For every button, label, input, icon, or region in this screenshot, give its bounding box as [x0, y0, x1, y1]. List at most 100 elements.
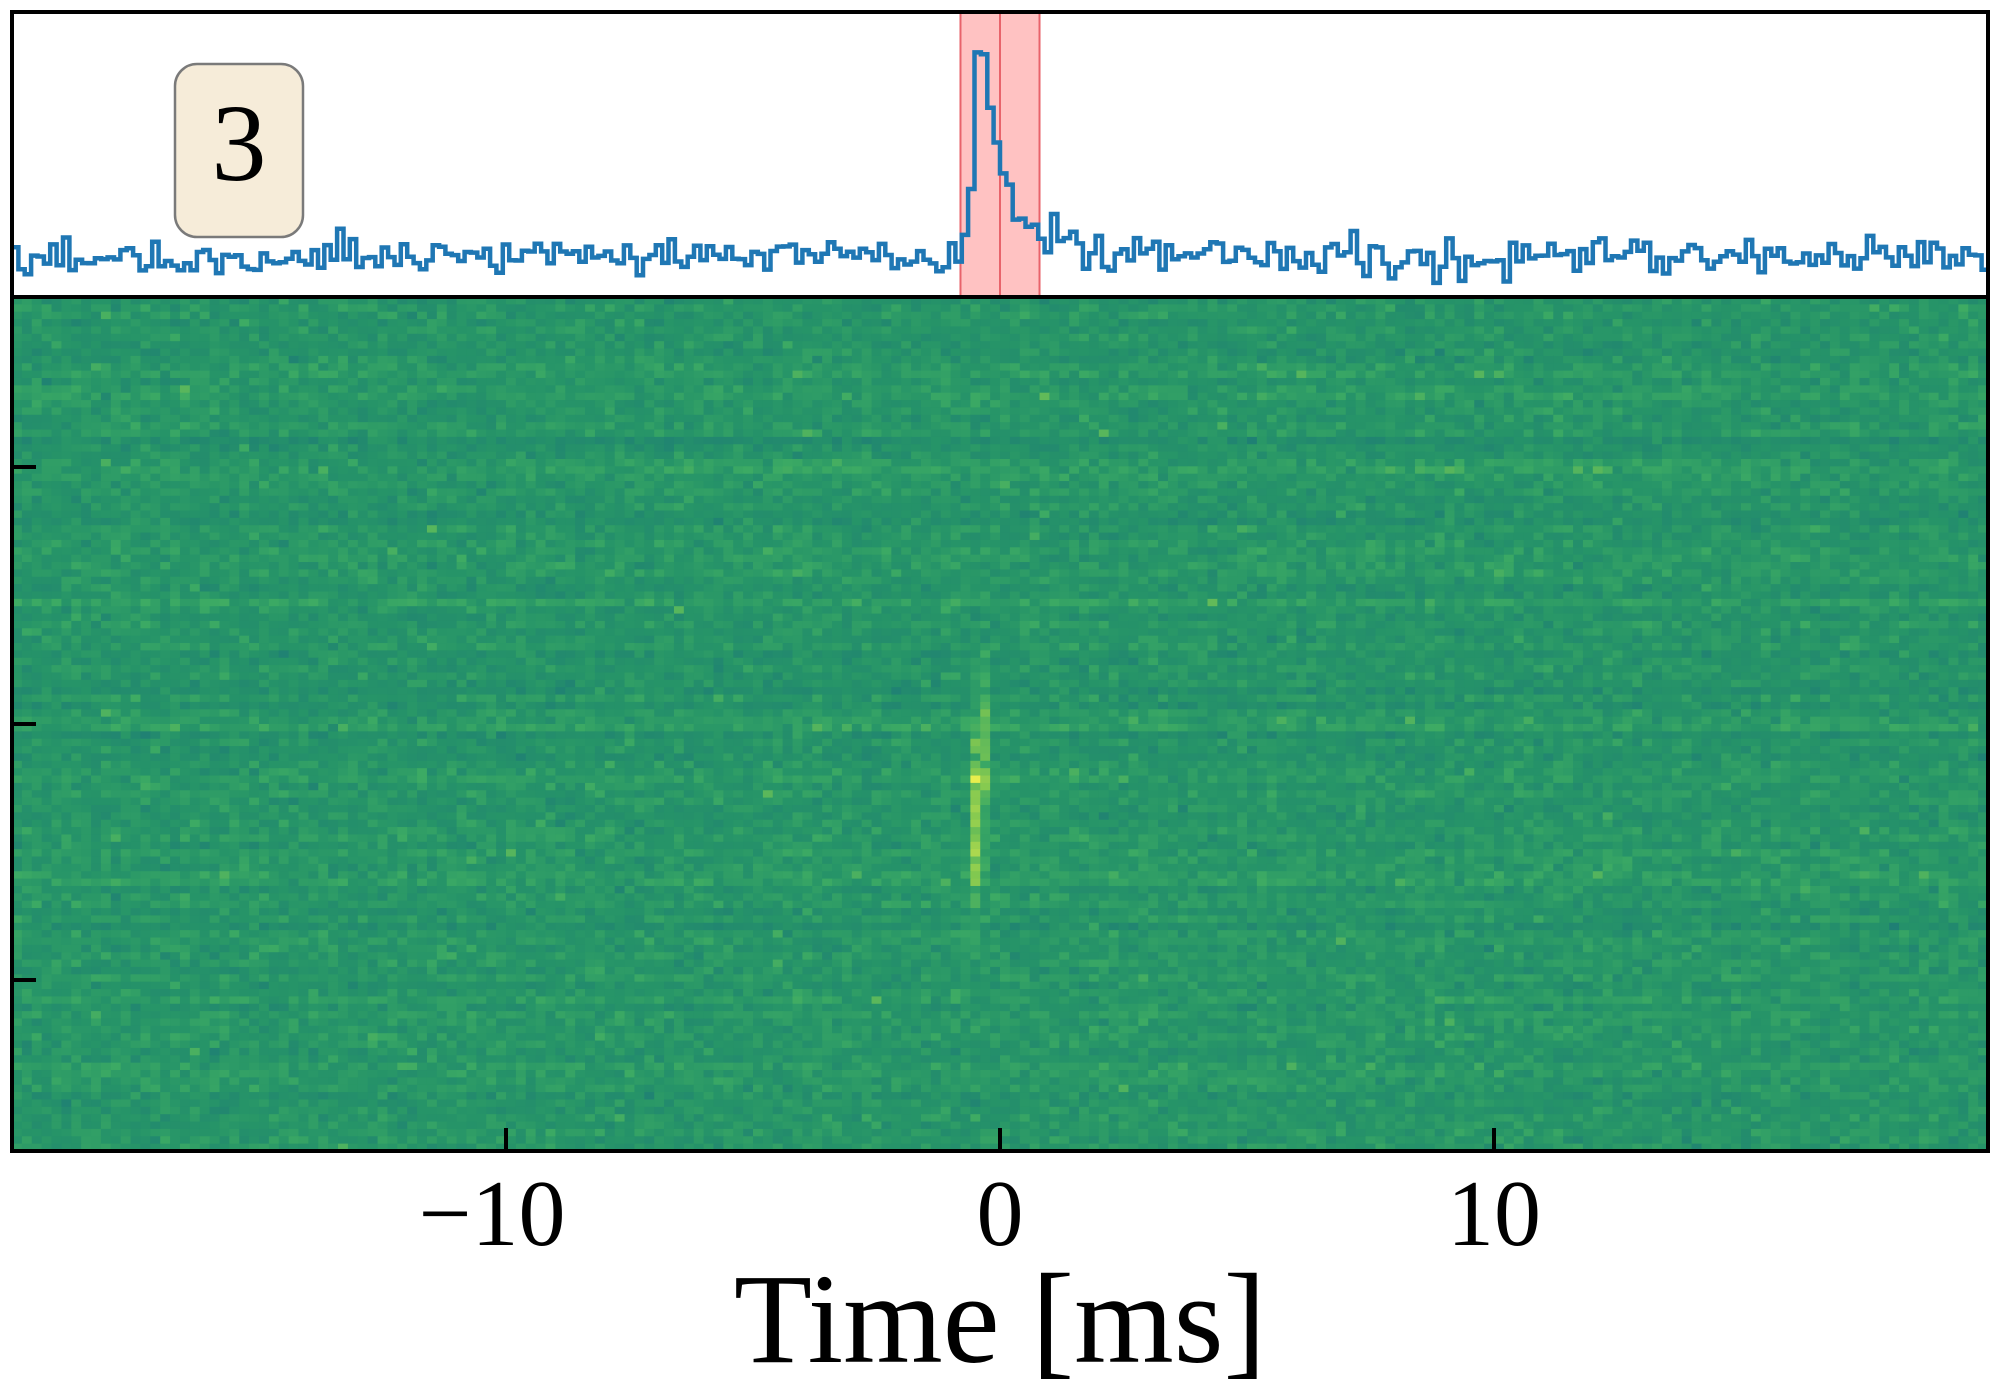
heatmap-cell: [101, 422, 111, 430]
heatmap-cell: [802, 334, 812, 342]
heatmap-cell: [644, 459, 654, 467]
heatmap-cell: [1761, 341, 1771, 349]
heatmap-cell: [387, 304, 397, 312]
heatmap-cell: [1850, 415, 1860, 423]
heatmap-cell: [1593, 407, 1603, 415]
heatmap-cell: [773, 444, 783, 452]
heatmap-cell: [249, 378, 259, 386]
heatmap-cell: [733, 400, 743, 408]
heatmap-cell: [536, 407, 546, 415]
heatmap-cell: [773, 474, 783, 482]
heatmap-cell: [1405, 474, 1415, 482]
heatmap-cell: [1158, 356, 1168, 364]
heatmap-cell: [1860, 422, 1870, 430]
heatmap-cell: [1820, 319, 1830, 327]
heatmap-cell: [466, 341, 476, 349]
heatmap-cell: [1454, 400, 1464, 408]
heatmap-cell: [664, 371, 674, 379]
heatmap-cell: [625, 474, 635, 482]
heatmap-cell: [1445, 407, 1455, 415]
heatmap-cell: [1405, 356, 1415, 364]
heatmap-cell: [1089, 466, 1099, 474]
heatmap-cell: [1563, 474, 1573, 482]
heatmap-cell: [348, 312, 358, 320]
heatmap-cell: [486, 341, 496, 349]
heatmap-cell: [1435, 319, 1445, 327]
heatmap-cell: [1000, 385, 1010, 393]
heatmap-cell: [793, 326, 803, 334]
heatmap-cell: [348, 415, 358, 423]
heatmap-cell: [131, 459, 141, 467]
heatmap-cell: [1089, 444, 1099, 452]
heatmap-cell: [1445, 371, 1455, 379]
heatmap-cell: [1672, 393, 1682, 401]
heatmap-cell: [1336, 437, 1346, 445]
heatmap-cell: [1474, 363, 1484, 371]
heatmap-cell: [1454, 415, 1464, 423]
heatmap-cell: [1573, 356, 1583, 364]
heatmap-cell: [1840, 363, 1850, 371]
heatmap-cell: [516, 319, 526, 327]
heatmap-cell: [1662, 312, 1672, 320]
heatmap-cell: [980, 356, 990, 364]
heatmap-cell: [1751, 407, 1761, 415]
heatmap-cell: [625, 304, 635, 312]
heatmap-cell: [32, 393, 42, 401]
heatmap-cell: [1810, 400, 1820, 408]
heatmap-cell: [1425, 430, 1435, 438]
heatmap-cell: [763, 466, 773, 474]
heatmap-cell: [546, 466, 556, 474]
heatmap-cell: [1682, 415, 1692, 423]
heatmap-cell: [190, 415, 200, 423]
heatmap-cell: [1346, 459, 1356, 467]
heatmap-cell: [1731, 326, 1741, 334]
heatmap-cell: [713, 393, 723, 401]
heatmap-cell: [644, 422, 654, 430]
heatmap-cell: [960, 385, 970, 393]
heatmap-cell: [338, 393, 348, 401]
heatmap-cell: [1603, 474, 1613, 482]
heatmap-cell: [733, 415, 743, 423]
heatmap-cell: [1701, 415, 1711, 423]
heatmap-cell: [1840, 452, 1850, 460]
heatmap-cell: [773, 378, 783, 386]
heatmap-cell: [536, 415, 546, 423]
heatmap-cell: [625, 437, 635, 445]
heatmap-cell: [723, 474, 733, 482]
heatmap-cell: [773, 363, 783, 371]
heatmap-cell: [447, 459, 457, 467]
heatmap-cell: [970, 304, 980, 312]
heatmap-cell: [546, 349, 556, 357]
heatmap-cell: [1069, 407, 1079, 415]
heatmap-cell: [575, 444, 585, 452]
heatmap-cell: [1484, 400, 1494, 408]
heatmap-cell: [605, 466, 615, 474]
heatmap-cell: [42, 371, 52, 379]
heatmap-cell: [200, 371, 210, 379]
heatmap-cell: [101, 393, 111, 401]
heatmap-cell: [160, 341, 170, 349]
heatmap-cell: [101, 459, 111, 467]
heatmap-cell: [1168, 334, 1178, 342]
heatmap-cell: [842, 474, 852, 482]
heatmap-cell: [121, 393, 131, 401]
heatmap-cell: [862, 407, 872, 415]
heatmap-cell: [358, 407, 368, 415]
heatmap-cell: [536, 466, 546, 474]
heatmap-cell: [140, 356, 150, 364]
heatmap-cell: [289, 385, 299, 393]
heatmap-cell: [555, 452, 565, 460]
heatmap-cell: [1790, 466, 1800, 474]
heatmap-cell: [1820, 304, 1830, 312]
heatmap-cell: [1138, 452, 1148, 460]
heatmap-cell: [1464, 385, 1474, 393]
heatmap-cell: [1356, 304, 1366, 312]
heatmap-cell: [832, 312, 842, 320]
heatmap-cell: [1336, 371, 1346, 379]
heatmap-cell: [1010, 363, 1020, 371]
heatmap-cell: [387, 349, 397, 357]
heatmap-cell: [713, 422, 723, 430]
heatmap-cell: [793, 415, 803, 423]
heatmap-cell: [308, 304, 318, 312]
